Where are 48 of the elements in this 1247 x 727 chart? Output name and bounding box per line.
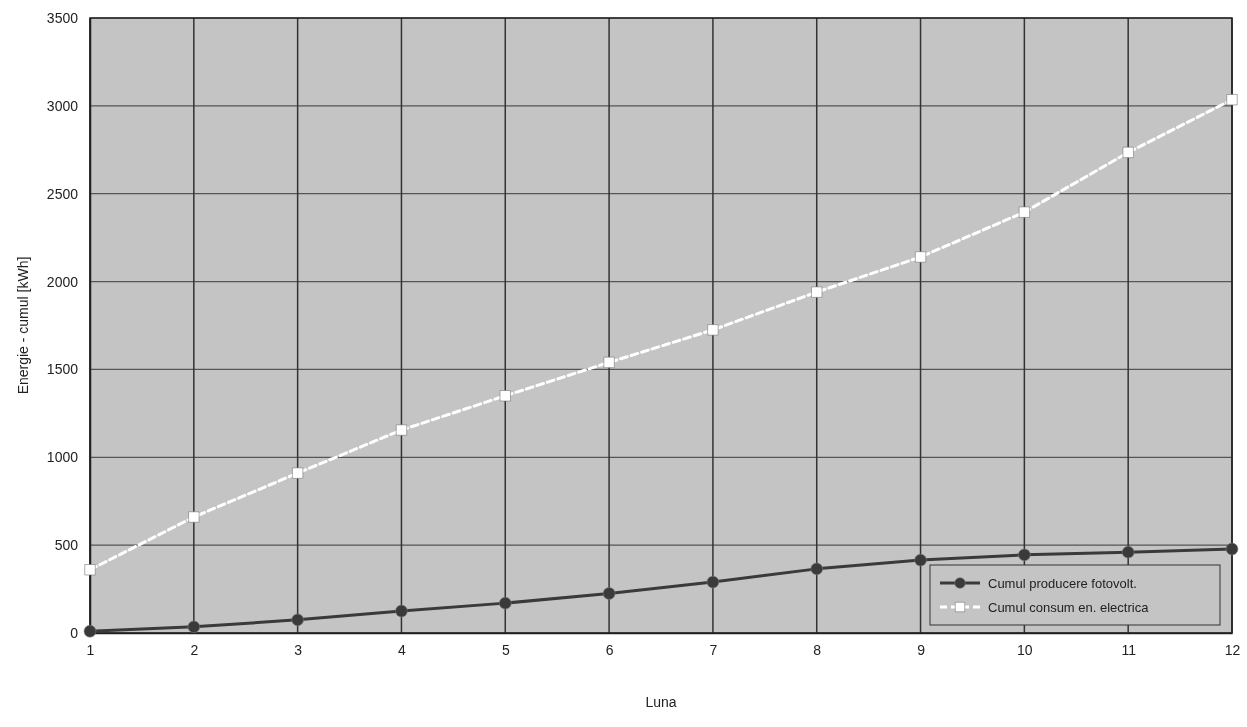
point — [395, 604, 408, 618]
y-tick-label: 500 — [54, 537, 79, 554]
x-tick-label: 4 — [398, 641, 407, 658]
y-tick-label: 3000 — [46, 97, 79, 114]
point — [707, 324, 719, 336]
x-tick-label: 12 — [1224, 641, 1241, 658]
point — [1122, 146, 1134, 158]
x-tick-label: 5 — [501, 641, 510, 658]
x-tick-label: 1 — [86, 641, 95, 658]
point — [915, 251, 927, 263]
point — [187, 620, 201, 634]
x-tick-label: 3 — [294, 641, 303, 658]
y-tick-label: 2000 — [46, 273, 79, 290]
point — [1018, 548, 1031, 562]
point — [84, 564, 96, 576]
point — [811, 286, 823, 298]
x-tick-label: 7 — [709, 641, 718, 658]
point — [188, 511, 200, 523]
point — [499, 596, 512, 610]
point — [706, 575, 720, 589]
point — [395, 424, 407, 436]
x-axis-title: Luna — [645, 694, 677, 710]
point — [291, 613, 304, 627]
x-tick-label: 2 — [190, 641, 199, 658]
point — [292, 467, 304, 479]
x-tick-label: 8 — [813, 641, 822, 658]
y-tick-label: 0 — [70, 624, 79, 641]
point — [499, 390, 511, 402]
point — [602, 587, 616, 600]
point — [914, 553, 927, 567]
x-tick-label: 6 — [605, 641, 614, 658]
y-tick-label: 1500 — [46, 361, 79, 378]
point — [1225, 542, 1239, 556]
x-tick-label: 9 — [917, 641, 926, 658]
point — [83, 625, 97, 638]
point — [810, 562, 823, 576]
y-tick-label: 3500 — [46, 9, 79, 26]
point — [603, 356, 615, 368]
y-tick-label: 1000 — [46, 449, 79, 466]
legend-label: Cumul consum en. electrica — [988, 600, 1150, 615]
y-axis-title: Energie - cumul [kWh] — [15, 256, 31, 395]
point — [1226, 94, 1238, 106]
point — [1121, 545, 1135, 559]
y-tick-label: 2500 — [46, 185, 79, 202]
legend-label: Cumul producere fotovolt. — [988, 576, 1137, 591]
x-tick-label: 11 — [1121, 641, 1137, 658]
x-tick-label: 10 — [1017, 641, 1033, 658]
point — [1018, 206, 1030, 218]
